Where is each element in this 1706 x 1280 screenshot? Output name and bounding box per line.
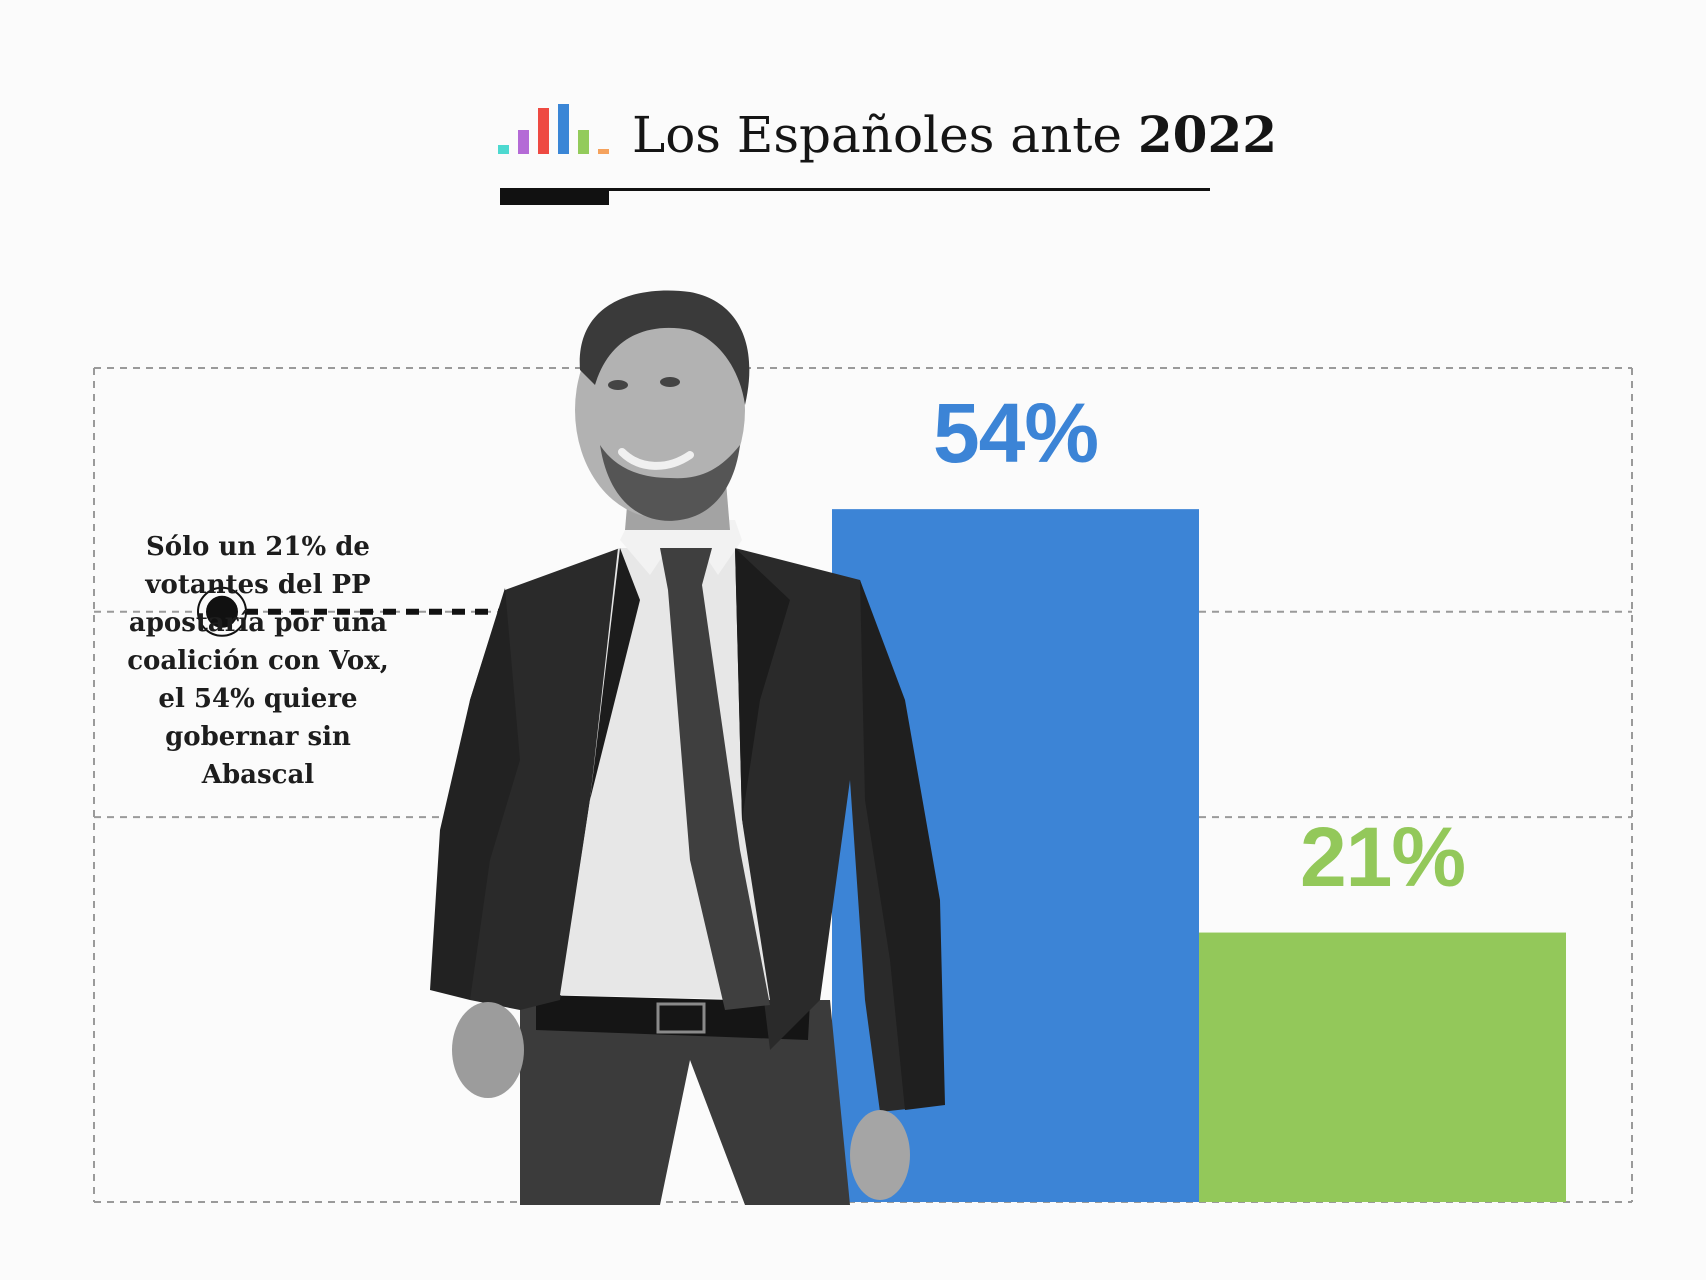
bar-value-label-0: 54% [932, 386, 1099, 481]
marker-dot [206, 595, 238, 628]
bar-chart-logo-icon [498, 102, 610, 154]
annotation-text: Sólo un 21% de votantes del PP apostaría… [127, 532, 389, 790]
bar-1 [1199, 932, 1566, 1202]
title-underline [500, 188, 1210, 191]
title-underline-accent [500, 188, 609, 205]
title-regular: Los Españoles ante [632, 106, 1122, 164]
header: Los Españoles ante 2022 [0, 0, 1706, 220]
person-in-suit-photo [430, 290, 945, 1205]
bar-value-label-1: 21% [1299, 809, 1466, 904]
page-title: Los Españoles ante 2022 [632, 100, 1277, 170]
title-bold: 2022 [1137, 105, 1278, 164]
